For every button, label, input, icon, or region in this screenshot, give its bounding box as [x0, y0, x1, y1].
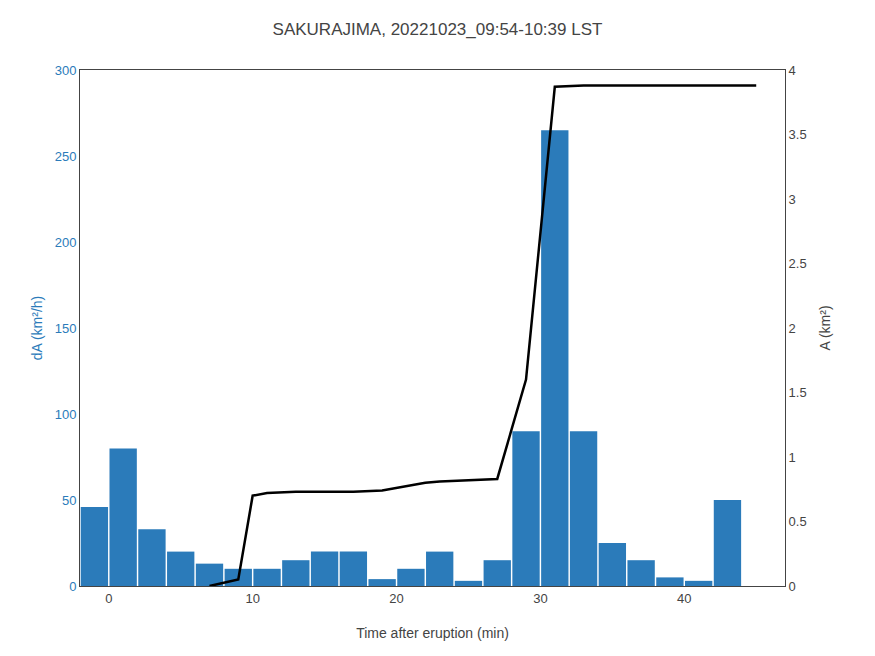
svg-text:A (km²): A (km²)	[817, 305, 833, 350]
svg-text:50: 50	[62, 493, 76, 508]
svg-text:0: 0	[105, 591, 112, 606]
svg-text:0.5: 0.5	[789, 514, 807, 529]
svg-text:300: 300	[55, 63, 77, 78]
svg-text:1.5: 1.5	[789, 385, 807, 400]
svg-text:10: 10	[245, 591, 259, 606]
svg-text:0: 0	[69, 579, 76, 594]
svg-text:40: 40	[677, 591, 691, 606]
svg-text:1: 1	[789, 450, 796, 465]
svg-text:dA (km²/h): dA (km²/h)	[29, 296, 45, 361]
svg-text:3.5: 3.5	[789, 127, 807, 142]
svg-text:3: 3	[789, 192, 796, 207]
svg-text:200: 200	[55, 235, 77, 250]
svg-text:4: 4	[789, 63, 796, 78]
svg-text:0: 0	[789, 579, 796, 594]
svg-text:SAKURAJIMA, 20221023_09:54-10:: SAKURAJIMA, 20221023_09:54-10:39 LST	[273, 20, 603, 39]
svg-text:20: 20	[389, 591, 403, 606]
svg-text:2: 2	[789, 321, 796, 336]
svg-text:150: 150	[55, 321, 77, 336]
svg-text:100: 100	[55, 407, 77, 422]
svg-text:30: 30	[533, 591, 547, 606]
svg-text:Time after eruption (min): Time after eruption (min)	[356, 625, 509, 641]
svg-text:2.5: 2.5	[789, 256, 807, 271]
svg-text:250: 250	[55, 149, 77, 164]
